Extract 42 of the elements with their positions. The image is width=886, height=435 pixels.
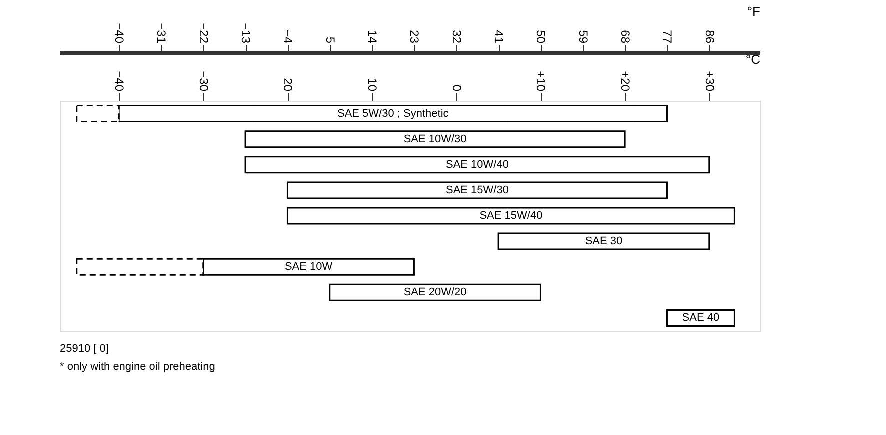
bar: [498, 232, 710, 250]
x-tick-label: 20: [281, 78, 296, 92]
bar: [244, 156, 710, 174]
x2-tick-label: 59: [576, 30, 590, 44]
text: * only with engine oil preheating: [60, 361, 216, 373]
x2-tick-label: 86: [702, 30, 717, 44]
x2-tick-label: 5: [323, 36, 338, 44]
x2-tick-label: −4: [281, 30, 296, 44]
x2-axis-title: °F: [747, 4, 761, 20]
x2-tick-label: 77: [660, 30, 675, 44]
y-tick-label: SAE 30: [585, 236, 623, 248]
x-tick-label: +20: [618, 71, 633, 92]
y-tick-label: SAE 40: [682, 312, 720, 324]
x2-tick-label: −13: [239, 23, 254, 44]
x-tick-label: −40: [112, 71, 127, 92]
x2-tick-label: 68: [618, 30, 633, 44]
bar: [244, 130, 626, 148]
bar: [286, 207, 736, 225]
y-tick-label: SAE 20W/20: [404, 286, 467, 299]
y-tick-label: SAE 5W/30 ; Synthetic: [337, 108, 450, 120]
x2-tick-label: 14: [366, 30, 380, 44]
x-tick-label: 0: [450, 84, 464, 92]
y-tick-label: SAE 15W/40: [480, 210, 543, 222]
x-tick-label: +10: [534, 71, 548, 92]
x2-tick-label: 50: [534, 30, 548, 44]
bar: [666, 309, 736, 327]
x-tick-label: −30: [196, 71, 211, 92]
x2-tick-label: −31: [154, 23, 169, 44]
x2-tick-label: 32: [450, 30, 464, 44]
x2-tick-label: −22: [196, 23, 211, 44]
text: 25910 [ 0]: [60, 343, 109, 355]
y-tick-label: SAE 10W/40: [446, 158, 509, 171]
x-tick-label: 10: [366, 78, 380, 92]
x2-tick-label: 41: [492, 30, 506, 44]
x-tick-label: +30: [702, 71, 717, 92]
bar: [286, 182, 668, 200]
bar: [329, 284, 542, 302]
x2-tick-label: −40: [112, 23, 127, 44]
y-tick-label: SAE 10W/30: [404, 133, 467, 146]
x2-tick-label: 23: [408, 30, 422, 44]
y-tick-label: SAE 10W: [284, 261, 334, 274]
y-tick-label: SAE 15W/30: [446, 184, 509, 196]
